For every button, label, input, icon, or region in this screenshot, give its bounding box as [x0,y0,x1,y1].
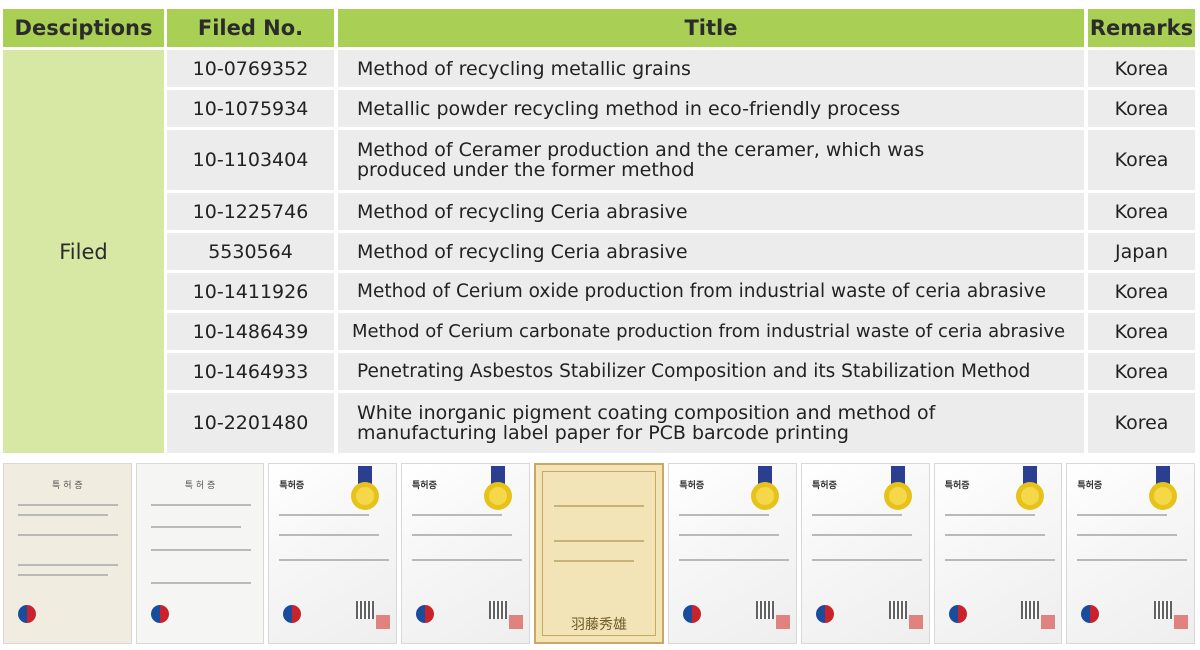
signature: 羽藤秀雄 [571,617,628,633]
certificate-heading: 특허증 [812,481,837,491]
seal-icon [1174,615,1189,629]
title-cell: Metallic powder recycling method in eco-… [338,90,1084,127]
filed-no-cell: 10-1103404 [167,130,334,190]
header-filed-no: Filed No. [167,9,334,47]
patent-certificate-image: 특허증 [933,463,1063,644]
seal-icon [1041,615,1056,629]
remarks-cell: Korea [1088,353,1195,390]
remarks-cell: Korea [1088,393,1195,453]
emblem-icon [1081,605,1100,623]
medal-icon [1149,466,1178,510]
title-cell: Method of recycling metallic grains [338,50,1084,87]
seal-icon [776,615,791,629]
patent-certificate-image: 특허증 [401,463,530,644]
japanese-patent-certificate-image: 羽藤秀雄 [533,463,665,644]
table-header: Desciptions Filed No. Title Remarks [3,9,1195,47]
qr-code-icon [488,601,507,619]
patent-table: Desciptions Filed No. Title Remarks File… [3,9,1195,453]
medal-icon [483,466,512,510]
filed-no-cell: 10-1411926 [167,273,334,310]
emblem-icon [816,605,835,623]
filed-no-cell: 10-0769352 [167,50,334,87]
remarks-cell: Korea [1088,313,1195,350]
medal-icon [1016,466,1045,510]
remarks-cell: Korea [1088,50,1195,87]
group-label-filed: Filed [3,50,164,453]
seal-icon [376,615,391,629]
certificate-strip: 특 허 증 특 허 증 특허증 특허증 羽藤秀雄 [3,463,1196,644]
certificate-heading: 특허증 [944,481,970,491]
title-cell: Method of recycling Ceria abrasive [338,233,1084,270]
title-cell: White inorganic pigment coating composit… [338,393,1084,453]
patent-certificate-image: 특 허 증 [135,463,265,644]
title-cell: Method of Cerium carbonate production fr… [338,313,1084,350]
table-row: 5530564 Method of recycling Ceria abrasi… [167,233,1195,270]
seal-icon [908,615,923,629]
patent-certificate-image: 특허증 [668,463,798,644]
emblem-icon [283,605,302,623]
title-cell: Method of Ceramer production and the cer… [338,130,1084,190]
table-row: 10-0769352 Method of recycling metallic … [167,50,1195,87]
emblem-icon [948,605,967,623]
emblem-icon [683,605,702,623]
remarks-cell: Korea [1088,130,1195,190]
filed-no-cell: 5530564 [167,233,334,270]
qr-code-icon [1154,601,1173,619]
title-cell: Method of recycling Ceria abrasive [338,193,1084,230]
title-cell: Penetrating Asbestos Stabilizer Composit… [338,353,1084,390]
certificate-heading: 특 허 증 [52,481,83,491]
certificate-heading: 특 허 증 [184,481,216,491]
remarks-cell: Korea [1088,273,1195,310]
filed-no-cell: 10-2201480 [167,393,334,453]
table-row: 10-1464933 Penetrating Asbestos Stabiliz… [167,353,1195,390]
filed-no-cell: 10-1075934 [167,90,334,127]
header-remarks: Remarks [1088,9,1195,47]
table-row: 10-1486439 Method of Cerium carbonate pr… [167,313,1195,350]
certificate-heading: 특허증 [412,481,437,491]
certificate-heading: 특허증 [1077,481,1103,491]
certificate-heading: 특허증 [279,481,305,491]
filed-no-cell: 10-1225746 [167,193,334,230]
emblem-icon [416,605,435,623]
remarks-cell: Korea [1088,193,1195,230]
patent-certificate-image: 특 허 증 [3,463,132,644]
certificate-heading: 특허증 [679,481,705,491]
table-row: 10-1103404 Method of Ceramer production … [167,130,1195,190]
qr-code-icon [888,601,907,619]
filed-no-cell: 10-1464933 [167,353,334,390]
patent-certificate-image: 특허증 [268,463,398,644]
table-row: 10-1411926 Method of Cerium oxide produc… [167,273,1195,310]
table-row: 10-2201480 White inorganic pigment coati… [167,393,1195,453]
title-text: Method of Ceramer production and the cer… [357,139,925,181]
title-cell: Method of Cerium oxide production from i… [338,273,1084,310]
remarks-cell: Japan [1088,233,1195,270]
qr-code-icon [756,601,775,619]
medal-icon [351,466,380,510]
remarks-cell: Korea [1088,90,1195,127]
filed-no-cell: 10-1486439 [167,313,334,350]
table-body: Filed 10-0769352 Method of recycling met… [3,50,1195,453]
qr-code-icon [1021,601,1040,619]
table-row: 10-1225746 Method of recycling Ceria abr… [167,193,1195,230]
qr-code-icon [356,601,375,619]
medal-icon [751,466,780,510]
emblem-icon [150,605,169,623]
medal-icon [883,466,912,510]
seal-icon [508,615,523,629]
table-row: 10-1075934 Metallic powder recycling met… [167,90,1195,127]
title-text: White inorganic pigment coating composit… [357,402,936,444]
header-title: Title [338,9,1084,47]
patent-certificate-image: 특허증 [801,463,930,644]
emblem-icon [18,605,36,623]
header-descriptions: Desciptions [3,9,164,47]
patent-certificate-image: 특허증 [1066,463,1196,644]
